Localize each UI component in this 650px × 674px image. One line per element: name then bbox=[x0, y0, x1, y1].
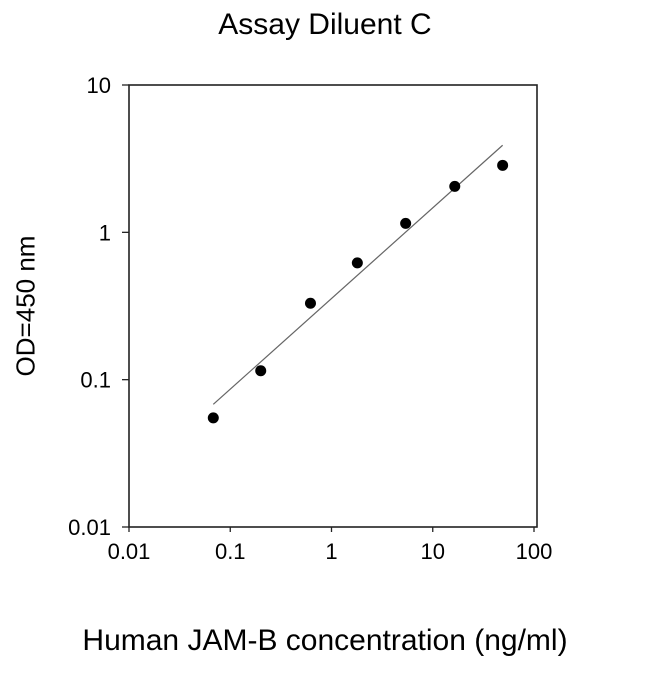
data-point bbox=[449, 180, 461, 192]
x-tick-label: 1 bbox=[325, 539, 337, 564]
data-point bbox=[207, 412, 219, 424]
data-point bbox=[351, 257, 363, 269]
data-point bbox=[400, 217, 412, 229]
chart-title: Assay Diluent C bbox=[218, 8, 432, 41]
data-point bbox=[255, 365, 267, 377]
x-tick-label: 0.01 bbox=[108, 539, 151, 564]
x-tick-label: 0.1 bbox=[215, 539, 246, 564]
y-tick-label: 0.01 bbox=[68, 515, 111, 540]
y-tick-label: 10 bbox=[87, 73, 111, 98]
x-tick-label: 100 bbox=[516, 539, 553, 564]
y-tick-label: 0.1 bbox=[80, 368, 111, 393]
x-tick-label: 10 bbox=[421, 539, 445, 564]
data-point bbox=[304, 297, 316, 309]
x-axis-label: Human JAM-B concentration (ng/ml) bbox=[82, 624, 568, 657]
plot-frame bbox=[128, 84, 538, 528]
y-tick-label: 1 bbox=[99, 220, 111, 245]
data-point bbox=[497, 159, 509, 171]
